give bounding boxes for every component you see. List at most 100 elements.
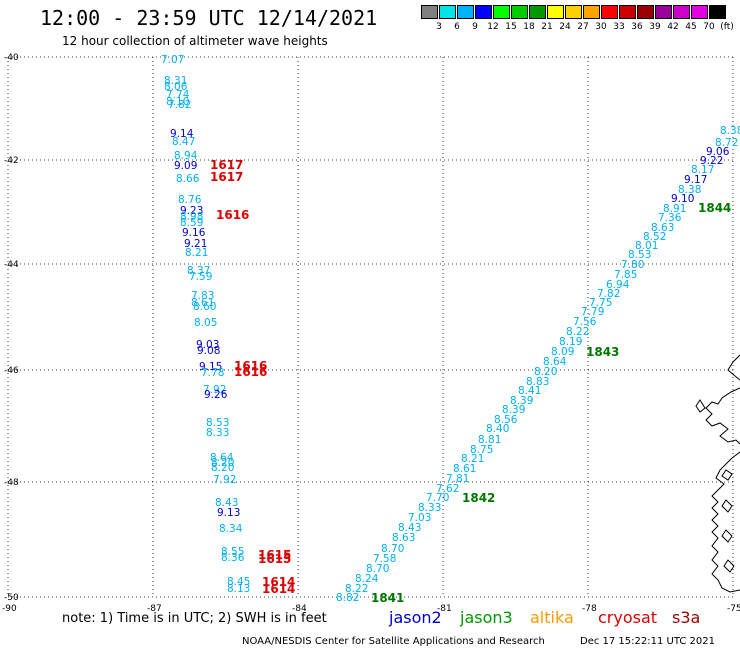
wave-height-point: 7.92 [213,474,236,486]
wave-height-point: 8.24 [355,573,379,585]
longitude-label: -78 [582,604,597,614]
wave-height-point: 7.78 [201,367,224,379]
wave-height-point: 8.17 [691,164,714,176]
map-title: 12:00 - 23:59 UTC 12/14/2021 [40,6,378,30]
wave-height-point: 7.03 [408,512,431,524]
wave-height-point: 7.81 [446,473,469,485]
colorbar-label: 9 [472,22,478,32]
wave-height-point: 8.37 [187,265,210,277]
wave-height-point: 9.21 [184,238,207,250]
wave-height-point: 8.33 [418,502,441,514]
wave-height-point: 7.70 [426,492,449,504]
wave-height-point: 7.75 [589,297,612,309]
wave-height-point: 8.38 [678,184,701,196]
pass-time-label: 1614 [262,575,295,589]
wave-height-point: 7.59 [189,271,212,283]
wave-height-point: 7.80 [621,259,644,271]
wave-height-point: 8.06 [164,81,188,93]
colorbar-label: (ft) [720,22,734,32]
pass-time-label: 1616 [234,359,267,373]
longitude-label: -81 [437,604,452,614]
colorbar-label: 27 [577,22,589,32]
wave-height-point: 9.26 [204,389,228,401]
wave-height-point: 7.58 [373,553,396,565]
colorbar-label: 3 [436,22,442,32]
longitude-label: -75 [727,604,740,614]
pass-time-label: 1615 [258,548,291,562]
colorbar-swatch [655,5,672,19]
pass-time-label: 1617 [210,170,243,184]
wave-height-point: 7.36 [658,212,682,224]
wave-height-point: 8.61 [191,297,214,309]
wave-height-point: 8.21 [461,453,484,465]
pass-time-label: 1844 [698,201,731,215]
wave-height-point: 8.61 [453,463,476,475]
latitude-label: -46 [4,366,19,376]
satellite-legend-item: cryosat [598,608,658,627]
wave-height-point: 8.72 [715,137,738,149]
satellite-legend-item: altika [530,608,574,627]
wave-height-point: 8.70 [381,543,404,555]
colorbar-swatch [511,5,528,19]
wave-height-point: 8.31 [164,75,187,87]
wave-height-point: 9.03 [196,339,219,351]
wave-height-point: 8.63 [392,532,415,544]
wave-height-point: 8.20 [534,366,557,378]
wave-height-point: 8.82 [336,592,359,604]
wave-height-point: 8.98 [180,211,203,223]
wave-height-point: 7.92 [203,384,226,396]
wave-height-point: 9.16 [182,227,206,239]
generated-timestamp: Dec 17 15:22:11 UTC 2021 [580,636,715,647]
latitude-label: -50 [4,593,19,603]
wave-height-point: 8.47 [172,136,195,148]
colorbar-swatch [421,5,438,19]
colorbar-label: 6 [454,22,460,32]
satellite-legend-item: s3a [672,608,701,627]
pass-time-label: 1615 [258,552,291,566]
colorbar-label: 12 [487,22,499,32]
colorbar-label: 45 [685,22,697,32]
wave-height-point: 7.83 [191,290,214,302]
latitude-label: -48 [4,478,19,488]
wave-height-point: 8.22 [345,583,368,595]
colorbar-swatch [637,5,654,19]
pass-time-label: 1614 [262,582,295,596]
wave-height-point: 8.91 [663,203,686,215]
colorbar-label: 30 [595,22,607,32]
wave-height-point: 8.83 [526,376,549,388]
longitude-label: -90 [2,604,17,614]
wave-height-point: 8.13 [227,583,250,595]
wave-height-point: 7.79 [581,306,604,318]
colorbar-swatch [565,5,582,19]
wave-height-point: 8.19 [559,336,582,348]
wave-height-point: 8.43 [215,497,238,509]
wave-height-point: 7.82 [168,99,191,111]
pass-time-label: 1843 [586,345,619,359]
colorbar-swatch [691,5,708,19]
wave-height-point: 8.36 [221,552,245,564]
wave-height-point: 8.20 [211,457,234,469]
western-track-points: 7.07 8.318.067.748.107.82 9.148.47 8.949.09… [161,54,250,595]
wave-height-point: 7.74 [166,89,190,101]
colorbar-label: 24 [559,22,571,32]
colorbar-swatch [457,5,474,19]
longitude-label: -84 [292,604,307,614]
wave-height-point: 9.15 [199,361,222,373]
wave-height-point: 8.64 [210,452,234,464]
wave-height-point: 8.94 [174,150,198,162]
wave-height-point: 8.20 [211,462,234,474]
colorbar-label: 33 [613,22,625,32]
wave-height-point: 9.13 [217,507,240,519]
pass-time-labels: 1617161716161616161616151615161416141844… [210,158,731,605]
wave-height-point: 8.39 [502,404,525,416]
colorbar-swatch [475,5,492,19]
colorbar-swatch [583,5,600,19]
pass-time-label: 1617 [210,158,243,172]
wave-height-point: 8.21 [185,247,208,259]
wave-height-point: 8.59 [180,217,203,229]
colorbar-label: 15 [505,22,517,32]
colorbar-swatch [709,5,726,19]
wave-height-point: 9.08 [197,345,220,357]
latitude-label: -40 [4,53,19,63]
colorbar-label: 42 [667,22,679,32]
